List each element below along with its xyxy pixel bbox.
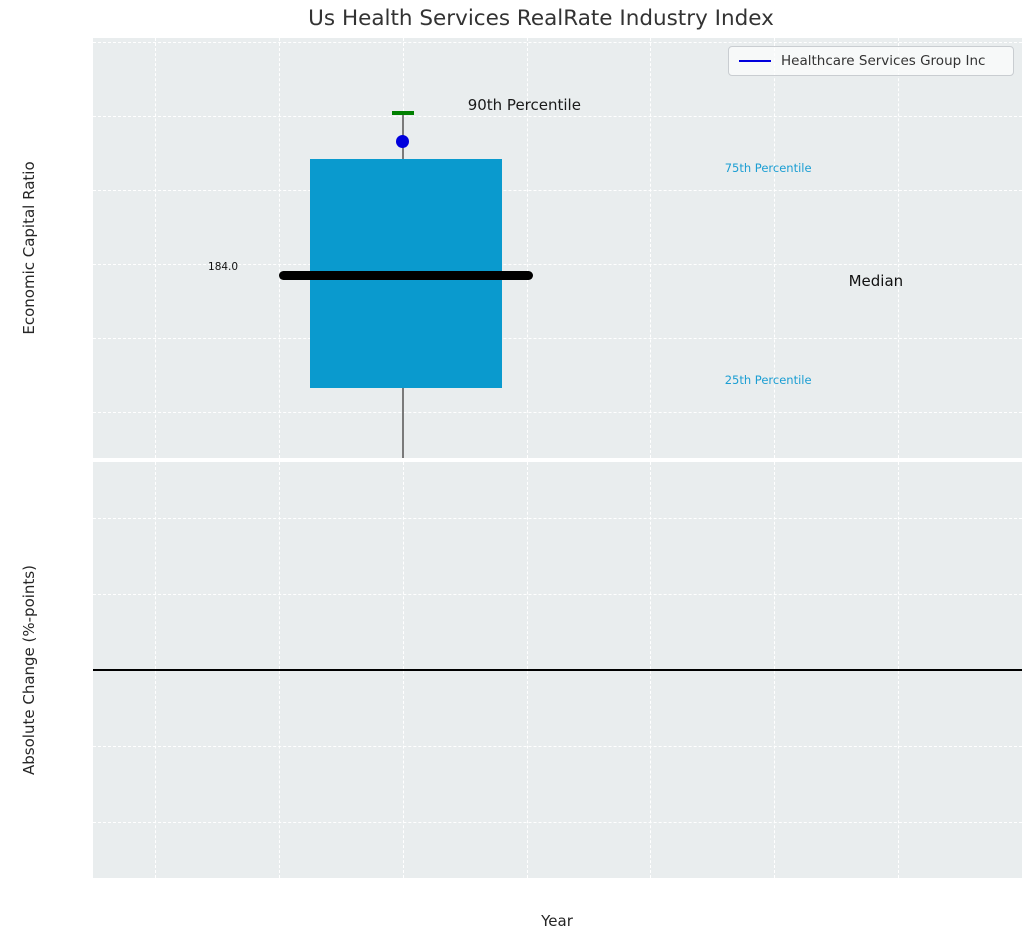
company-data-point [396, 135, 410, 149]
gridline-vertical [526, 38, 528, 458]
bottom-plot-area: 2013.62013.82014.02014.22014.42014.62014… [93, 462, 1022, 878]
median-line [278, 271, 533, 281]
gridline-vertical [278, 38, 280, 458]
gridline-vertical [154, 38, 156, 458]
gridline-horizontal [93, 41, 1022, 43]
chart-title: Us Health Services RealRate Industry Ind… [308, 6, 774, 31]
gridline-horizontal [93, 115, 1022, 117]
gridline-horizontal [93, 593, 1022, 595]
annotation-75th-percentile: 75th Percentile [724, 160, 812, 175]
gridline-vertical [650, 38, 652, 458]
y-axis-label-top: Economic Capital Ratio [20, 161, 38, 335]
gridline-vertical [898, 38, 900, 458]
x-axis-label: Year [541, 912, 573, 930]
gridline-horizontal [93, 746, 1022, 748]
gridline-horizontal [93, 517, 1022, 519]
annotation-90th-percentile: 90th Percentile [467, 96, 581, 115]
annotation-median-value: 184.0 [208, 260, 239, 273]
gridline-horizontal [93, 263, 1022, 265]
whisker-cap-90th [391, 110, 414, 115]
legend-entry-label: Healthcare Services Group Inc [781, 53, 986, 69]
legend-line-sample-icon [739, 60, 771, 62]
legend-box: Healthcare Services Group Inc [728, 46, 1014, 76]
gridline-vertical [774, 38, 776, 458]
zero-baseline [93, 669, 1022, 671]
annotation-25th-percentile: 25th Percentile [724, 373, 812, 388]
gridline-horizontal [93, 412, 1022, 414]
gridline-horizontal [93, 189, 1022, 191]
annotation-median: Median [848, 271, 904, 290]
gridline-horizontal [93, 338, 1022, 339]
y-axis-label-bottom: Absolute Change (%-points) [20, 565, 38, 775]
gridline-horizontal [93, 822, 1022, 824]
